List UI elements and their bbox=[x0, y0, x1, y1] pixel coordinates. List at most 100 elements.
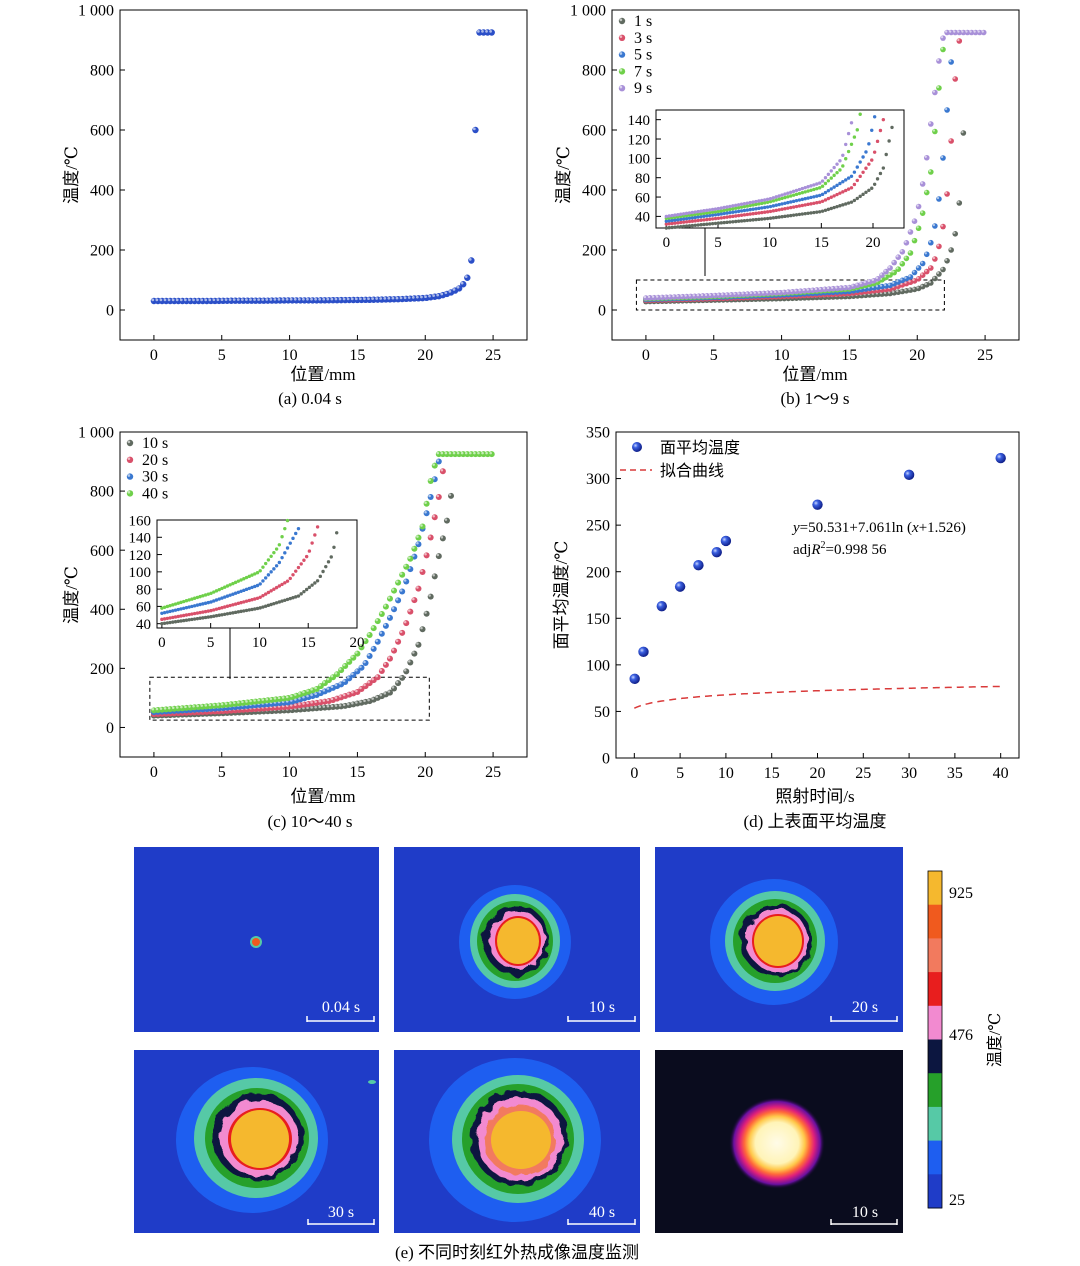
inset-data-point bbox=[783, 195, 787, 200]
data-point-highlight bbox=[920, 284, 923, 287]
data-point-highlight bbox=[383, 692, 387, 695]
data-point bbox=[928, 239, 934, 246]
inset-data-point bbox=[179, 619, 183, 623]
inset-data-point bbox=[277, 584, 282, 588]
data-point bbox=[936, 196, 942, 202]
inset-data-point bbox=[742, 204, 747, 209]
data-point-highlight bbox=[924, 155, 927, 158]
inset-data-point bbox=[228, 611, 232, 616]
inset-data-point bbox=[209, 591, 213, 595]
data-point-highlight bbox=[924, 269, 927, 272]
data-point-highlight bbox=[306, 689, 309, 692]
data-point bbox=[435, 494, 442, 500]
data-point-highlight bbox=[399, 675, 403, 679]
inset-data-point bbox=[673, 221, 677, 225]
data-point-highlight bbox=[212, 703, 216, 707]
data-point-highlight bbox=[399, 296, 403, 300]
inset-data-point bbox=[708, 208, 712, 212]
inset-data-point bbox=[335, 531, 339, 535]
inset-data-point bbox=[789, 194, 793, 198]
inset-data-point bbox=[214, 607, 219, 611]
data-point-highlight bbox=[981, 30, 984, 33]
data-point-highlight bbox=[887, 291, 891, 294]
inset-data-point bbox=[228, 593, 232, 597]
thermal-image-30s: 30 s bbox=[134, 1050, 379, 1233]
inset-data-point bbox=[223, 595, 227, 599]
inset-data-point bbox=[212, 590, 216, 594]
data-point-highlight bbox=[920, 261, 923, 264]
inset-data-point bbox=[722, 215, 726, 220]
inset-data-point bbox=[835, 162, 839, 166]
inset-data-point bbox=[203, 609, 208, 614]
panel-b-plot-frame bbox=[611, 9, 1020, 341]
inset-data-point bbox=[797, 187, 802, 192]
inset-data-point bbox=[751, 200, 755, 204]
data-point-highlight bbox=[184, 298, 187, 302]
inset-data-point bbox=[299, 592, 303, 596]
inset-data-point bbox=[214, 589, 219, 593]
data-point-highlight bbox=[826, 286, 830, 290]
inset-data-point bbox=[841, 203, 845, 207]
data-point-highlight bbox=[855, 283, 858, 286]
colorbar-band bbox=[928, 1039, 942, 1074]
data-point-highlight bbox=[395, 296, 399, 300]
inset-data-point bbox=[304, 587, 309, 592]
data-point-highlight bbox=[700, 293, 704, 297]
inset-data-point bbox=[225, 594, 230, 598]
inset-data-point bbox=[789, 213, 793, 218]
inset-data-point bbox=[176, 607, 180, 612]
inset-data-point bbox=[198, 610, 202, 615]
panel-d-x-label: 照射时间/s bbox=[775, 787, 854, 806]
data-point-highlight bbox=[342, 663, 346, 667]
inset-data-point bbox=[742, 208, 747, 213]
inset-data-point bbox=[165, 621, 170, 625]
y-tick-label: 600 bbox=[90, 123, 114, 140]
inset-data-point bbox=[162, 617, 167, 621]
data-point-highlight bbox=[900, 261, 903, 264]
mean-temp-point bbox=[674, 581, 686, 592]
inset-data-point bbox=[696, 223, 700, 227]
inset-data-point bbox=[846, 131, 851, 136]
inset-data-point bbox=[263, 561, 268, 566]
data-point bbox=[932, 275, 938, 282]
inset-data-point bbox=[280, 582, 284, 587]
y-tick-label: 1 000 bbox=[78, 3, 114, 20]
data-point-highlight bbox=[403, 564, 407, 567]
inset-data-point bbox=[687, 224, 692, 228]
inset-data-point bbox=[690, 216, 695, 220]
y-tick-label: 200 bbox=[90, 661, 114, 678]
data-point-highlight bbox=[908, 229, 911, 233]
inset-data-point bbox=[307, 549, 312, 553]
inset-data-point bbox=[820, 209, 825, 213]
data-point bbox=[618, 68, 626, 75]
inset-data-point bbox=[748, 203, 752, 208]
inset-data-point bbox=[190, 604, 194, 609]
inset-data-point bbox=[713, 207, 718, 211]
data-point-highlight bbox=[379, 693, 383, 697]
inset-data-point bbox=[800, 197, 805, 202]
inset-data-point bbox=[832, 165, 836, 170]
inset-data-point bbox=[783, 206, 787, 211]
data-point bbox=[936, 271, 942, 277]
data-point-highlight bbox=[900, 249, 903, 252]
data-point-highlight bbox=[643, 295, 647, 299]
panel-b-chart: 0 5 10 15 20 25 0 200 400 600 800 1 000 0 5 10 15 20 4… bbox=[554, 3, 1020, 408]
inset-data-point bbox=[823, 176, 828, 180]
data-point bbox=[435, 553, 442, 560]
inset-data-point bbox=[676, 225, 680, 229]
data-point-highlight bbox=[912, 287, 915, 290]
data-point-highlight bbox=[294, 703, 297, 706]
inset-data-point bbox=[228, 583, 232, 587]
panel-c-inset-data-points bbox=[160, 518, 339, 626]
inset-data-point bbox=[201, 616, 205, 620]
panel-c-legend: 10 s20 s30 s40 s bbox=[126, 435, 168, 502]
panel-d-x-axis: 0 5 10 15 20 25 30 35 40 bbox=[630, 753, 1009, 782]
data-point-highlight bbox=[887, 283, 891, 286]
data-point-highlight bbox=[188, 298, 191, 302]
data-point-highlight bbox=[371, 646, 374, 650]
inset-data-point bbox=[250, 573, 254, 577]
inset-data-point bbox=[731, 204, 735, 208]
y-tick-label: 40 bbox=[635, 210, 650, 226]
inset-data-point bbox=[864, 150, 868, 154]
inset-data-point bbox=[763, 198, 767, 202]
